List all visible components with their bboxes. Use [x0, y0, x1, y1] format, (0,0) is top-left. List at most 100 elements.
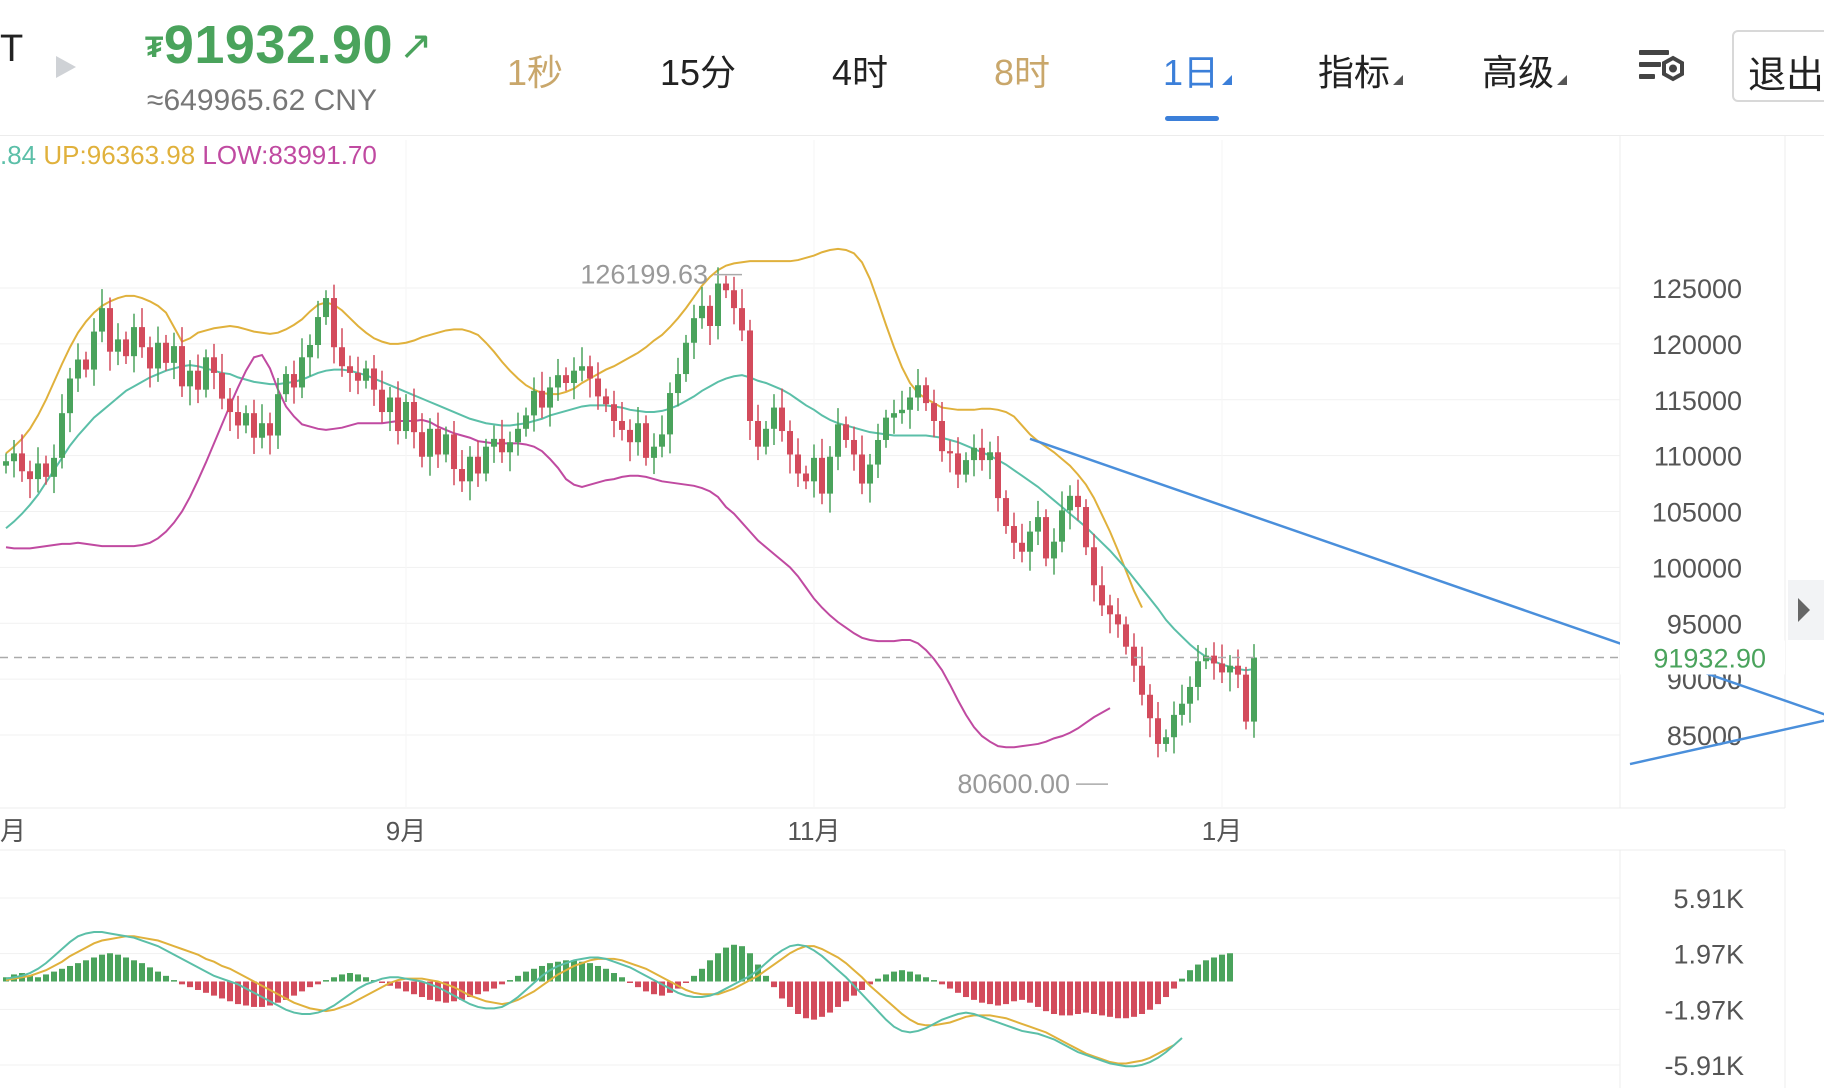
trendline — [1629, 719, 1824, 766]
timeframe-8h[interactable]: 8时 — [994, 52, 1051, 93]
up-arrow-icon: ↗ — [399, 24, 434, 68]
macd-histogram-bar — [827, 981, 833, 1013]
candle-body — [459, 469, 465, 482]
candle-body — [507, 442, 513, 453]
candle-body — [339, 347, 345, 367]
candle-body — [51, 457, 57, 477]
macd-histogram-bar — [291, 981, 297, 996]
candle-body — [331, 298, 337, 348]
candle-body — [475, 456, 481, 474]
time-tick-label: 1月 — [1202, 816, 1242, 846]
macd-histogram-bar — [1091, 981, 1097, 1014]
candle-body — [155, 342, 161, 369]
macd-histogram-bar — [643, 981, 649, 992]
candle-body — [835, 424, 841, 457]
macd-histogram-bar — [155, 971, 161, 982]
macd-histogram-bar — [627, 981, 633, 983]
candle-body — [1059, 510, 1065, 542]
macd-histogram-bar — [1171, 981, 1177, 989]
candle-body — [931, 403, 937, 421]
timeframe-4h[interactable]: 4时 — [832, 52, 889, 93]
symbol-label[interactable]: T — [0, 28, 24, 70]
macd-histogram-bar — [883, 974, 889, 982]
macd-histogram-bar — [67, 965, 73, 982]
candle-body — [563, 375, 569, 383]
candle-body — [539, 390, 545, 408]
candle-body — [43, 463, 49, 477]
candle-body — [187, 370, 193, 387]
candle-body — [731, 290, 737, 309]
candle-body — [131, 327, 137, 357]
candle-body — [891, 413, 897, 418]
macd-histogram-bar — [635, 981, 641, 988]
candle-body — [515, 428, 521, 443]
macd-histogram-bar — [435, 981, 441, 1002]
candle-body — [75, 359, 81, 379]
boll-middle-line — [5, 364, 1255, 672]
candle-body — [67, 378, 73, 414]
macd-histogram-bar — [491, 981, 497, 989]
macd-histogram-bar — [275, 981, 281, 1003]
candle-body — [1163, 737, 1169, 744]
candle-body — [267, 423, 273, 436]
macd-histogram-bar — [411, 981, 417, 995]
macd-histogram-bar — [1099, 981, 1105, 1016]
candle-body — [123, 339, 129, 357]
candle-body — [579, 366, 585, 371]
macd-histogram-bar — [267, 981, 273, 1006]
macd-histogram-bar — [1203, 960, 1209, 982]
macd-histogram-bar — [171, 980, 177, 982]
timeframe-15m[interactable]: 15分 — [660, 52, 737, 93]
candle-body — [875, 439, 881, 465]
macd-histogram-bar — [611, 973, 617, 982]
candle-body — [1227, 665, 1233, 673]
macd-histogram-bar — [771, 981, 777, 988]
candle-body — [763, 428, 769, 447]
chart-settings-icon[interactable] — [1637, 46, 1687, 95]
timeframe-1s[interactable]: 1秒 — [507, 52, 564, 93]
candle-body — [867, 464, 873, 484]
candle-body — [1083, 507, 1089, 548]
advanced-menu[interactable]: 高级 — [1482, 44, 1568, 96]
price-display: ₮91932.90 ↗ — [145, 14, 433, 76]
candle-body — [1171, 714, 1177, 738]
candle-body — [963, 460, 969, 475]
macd-histogram-bar — [107, 953, 113, 982]
candle-body — [1195, 661, 1201, 687]
candle-body — [115, 339, 121, 352]
macd-histogram-bar — [1083, 981, 1089, 1013]
candle-body — [1011, 526, 1017, 543]
macd-histogram-bar — [315, 981, 321, 985]
macd-histogram-bar — [515, 975, 521, 982]
candle-body — [531, 390, 537, 416]
candle-body — [27, 471, 33, 480]
candle-body — [451, 434, 457, 470]
exit-button[interactable]: 退出 — [1732, 30, 1824, 102]
macd-histogram-bar — [1195, 964, 1201, 982]
candle-body — [667, 393, 673, 435]
candle-body — [995, 452, 1001, 499]
macd-histogram-bar — [859, 981, 865, 990]
candle-body — [219, 372, 225, 399]
price-tick-label: 95000 — [1667, 609, 1742, 639]
macd-histogram-bar — [1179, 978, 1185, 982]
candle-body — [11, 453, 17, 462]
candle-body — [939, 420, 945, 452]
candle-body — [243, 413, 249, 426]
macd-histogram-bar — [1051, 981, 1057, 1014]
macd-histogram-bar — [739, 946, 745, 982]
macd-histogram-bar — [1211, 957, 1217, 982]
play-icon[interactable] — [56, 56, 76, 78]
candle-body — [1235, 665, 1241, 675]
macd-histogram-bar — [75, 963, 81, 982]
candle-body — [595, 378, 601, 397]
macd-histogram-bar — [955, 981, 961, 993]
candle-body — [843, 424, 849, 440]
timeframe-1d[interactable]: 1日 — [1163, 44, 1233, 96]
indicators-menu[interactable]: 指标 — [1318, 44, 1404, 96]
macd-histogram-bar — [715, 953, 721, 982]
macd-histogram-bar — [1035, 981, 1041, 1007]
price-cny: ≈649965.62 CNY — [147, 84, 377, 117]
candle-body — [571, 370, 577, 383]
